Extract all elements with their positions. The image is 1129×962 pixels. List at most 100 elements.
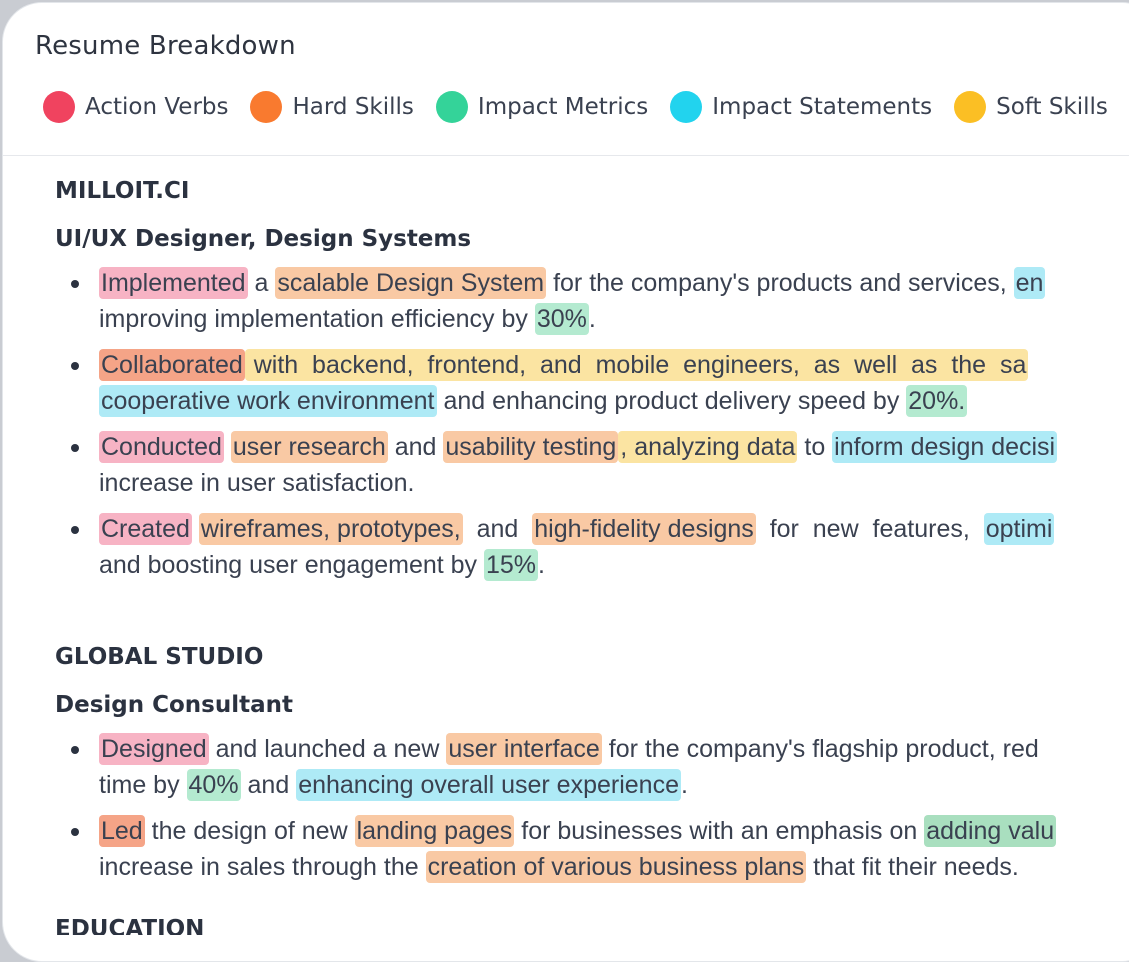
bullet-line: Implemented a scalable Design System for…	[99, 265, 1129, 301]
bullet-line: cooperative work environment and enhanci…	[99, 383, 1129, 419]
impact-statement-highlight: optimi	[983, 513, 1055, 545]
section-heading-education: EDUCATION	[55, 916, 205, 935]
bullet-text: and	[387, 433, 444, 461]
action-verb-highlight: Designed	[99, 733, 209, 765]
bullet-line: and boosting user engagement by 15%.	[99, 547, 1129, 583]
bullet-line: Created wireframes, prototypes, and high…	[99, 511, 1129, 547]
bullet-text: increase in user satisfaction.	[99, 469, 415, 497]
job-title: UI/UX Designer, Design Systems	[55, 226, 472, 252]
hard-skill-highlight: scalable Design System	[275, 267, 547, 299]
bullet-text: for the company's products and services,	[546, 269, 1014, 297]
company-name: MILLOIT.CI	[55, 178, 190, 204]
legend-color-dot	[435, 91, 468, 123]
list-item: Created wireframes, prototypes, and high…	[55, 511, 1129, 583]
bullet-text: .	[538, 551, 545, 579]
impact-statement-highlight: en	[1013, 267, 1046, 299]
bullet-line: time by 40% and enhancing overall user e…	[99, 767, 1129, 803]
bullet-text: and	[462, 515, 533, 543]
bullet-text: and launched a new	[208, 735, 447, 763]
bullet-dot-icon	[71, 280, 79, 288]
legend-color-dot	[670, 91, 703, 123]
soft-skill-highlight: , analyzing data	[618, 431, 798, 463]
impact-metric-highlight: 40%	[186, 769, 241, 801]
bullet-text: .	[588, 305, 596, 333]
list-item: Conducted user research and usability te…	[55, 429, 1129, 501]
bullet-line: Collaborated with backend, frontend, and…	[99, 347, 1129, 383]
action-verb-highlight: Created	[99, 513, 192, 545]
action-verb-highlight: Implemented	[99, 267, 248, 299]
bullet-line: increase in user satisfaction.	[99, 465, 1129, 501]
impact-statement-highlight: cooperative work environment	[99, 385, 437, 417]
bullet-dot-icon	[71, 444, 79, 452]
bullet-dot-icon	[71, 362, 79, 370]
hard-skill-highlight: user research	[230, 431, 388, 463]
hard-skill-highlight: landing pages	[354, 815, 515, 847]
bullet-text: a	[247, 269, 276, 297]
legend-color-dot	[954, 91, 987, 123]
bullet-line: Led the design of new landing pages for …	[99, 813, 1129, 849]
impact-statement-highlight: enhancing overall user experience	[296, 769, 681, 801]
soft-skill-highlight: with backend, frontend, and mobile engin…	[244, 349, 1029, 381]
bullet-dot-icon	[71, 746, 79, 754]
legend-item: Action Verbs	[43, 91, 228, 123]
bullet-text: the design of new	[144, 817, 355, 845]
hard-skill-highlight: user interface	[446, 733, 602, 765]
hard-skill-highlight: high-fidelity designs	[532, 513, 756, 545]
list-item: Collaborated with backend, frontend, and…	[55, 347, 1129, 419]
legend-color-dot	[250, 91, 283, 123]
bullet-line: improving implementation efficiency by 3…	[99, 301, 1129, 337]
hard-skill-highlight: wireframes, prototypes,	[198, 513, 463, 545]
action-verb-highlight: Collaborated	[99, 349, 245, 381]
legend-label: Hard Skills	[292, 94, 414, 120]
job-title: Design Consultant	[55, 692, 293, 718]
hard-skill-highlight: creation of various business plans	[425, 851, 807, 883]
bullet-text: .	[681, 771, 688, 799]
bullet-dot-icon	[71, 526, 79, 534]
company-name: GLOBAL STUDIO	[55, 644, 264, 670]
breakdown-header: Resume Breakdown Action Verbs Hard Skills…	[3, 3, 1129, 156]
impact-statement-highlight: inform design decisi	[832, 431, 1058, 463]
bullet-text: and	[240, 771, 297, 799]
bullet-text: for businesses with an emphasis on	[514, 817, 925, 845]
bullet-text: increase in sales through the	[99, 853, 426, 881]
impact-metric-highlight: adding valu	[924, 815, 1057, 847]
impact-metric-highlight: 20%.	[906, 385, 968, 417]
resume-content: MILLOIT.CI UI/UX Designer, Design Systems…	[55, 161, 1129, 935]
list-item: Implemented a scalable Design System for…	[55, 265, 1129, 337]
impact-metric-highlight: 15%	[484, 549, 539, 581]
bullet-text: for the company's flagship product, red	[601, 735, 1039, 763]
bullet-text	[224, 433, 231, 461]
page-title: Resume Breakdown	[35, 31, 296, 61]
legend-item: Soft Skills	[954, 91, 1108, 123]
legend-label: Impact Statements	[712, 94, 933, 120]
bullet-line: Conducted user research and usability te…	[99, 429, 1129, 465]
legend-item: Hard Skills	[250, 91, 414, 123]
bullet-text	[192, 515, 199, 543]
bullet-dot-icon	[71, 828, 79, 836]
bullet-text: for new features,	[755, 515, 984, 543]
impact-metric-highlight: 30%	[534, 303, 589, 335]
legend-item: Impact Metrics	[435, 91, 649, 123]
bullet-line: increase in sales through the creation o…	[99, 849, 1129, 885]
action-verb-highlight: Conducted	[99, 431, 224, 463]
bullet-text: and boosting user engagement by	[99, 551, 484, 579]
bullet-text: that fit their needs.	[806, 853, 1019, 881]
bullet-text: time by	[99, 771, 187, 799]
legend-label: Impact Metrics	[477, 94, 649, 120]
action-verb-highlight: Led	[99, 815, 145, 847]
hard-skill-highlight: usability testing	[443, 431, 619, 463]
bullet-text: and enhancing product delivery speed by	[436, 387, 907, 415]
legend-label: Soft Skills	[996, 94, 1108, 120]
legend-item: Impact Statements	[670, 91, 932, 123]
list-item: Led the design of new landing pages for …	[55, 813, 1129, 885]
bullet-list: Designed and launched a new user interfa…	[55, 731, 1129, 885]
legend-color-dot	[43, 91, 75, 123]
bullet-text: to	[797, 433, 833, 461]
legend-label: Action Verbs	[85, 94, 229, 120]
bullet-line: Designed and launched a new user interfa…	[99, 731, 1129, 767]
bullet-list: Implemented a scalable Design System for…	[55, 265, 1129, 583]
highlight-legend: Action Verbs Hard Skills Impact Metrics Imp…	[43, 91, 1129, 123]
bullet-text: improving implementation efficiency by	[99, 305, 535, 333]
list-item: Designed and launched a new user interfa…	[55, 731, 1129, 803]
